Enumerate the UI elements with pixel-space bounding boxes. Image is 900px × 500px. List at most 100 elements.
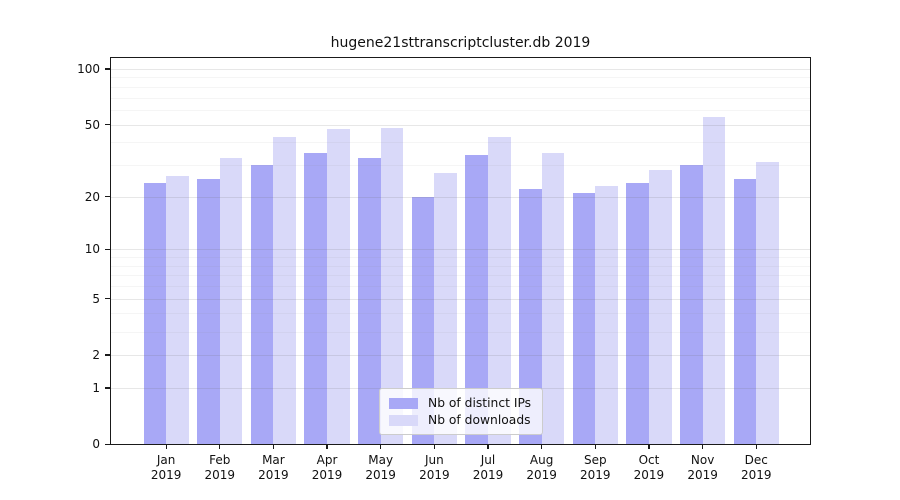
y-tick-label: 10 [84, 242, 100, 257]
gridline-minor-60 [110, 109, 811, 111]
y-tick-mark [105, 298, 110, 300]
bar-downloads-jan [166, 176, 189, 445]
gridline-minor-80 [110, 86, 811, 88]
x-tick-label: Oct 2019 [619, 453, 679, 483]
y-tick-mark [105, 196, 110, 198]
bar-downloads-feb [219, 157, 243, 445]
x-tick-year: 2019 [365, 468, 396, 482]
legend-label-downloads: Nb of downloads [428, 413, 531, 427]
x-tick-year: 2019 [150, 468, 182, 482]
x-tick-mark [755, 444, 757, 450]
y-tick-mark [105, 387, 110, 389]
bar-downloads-mar [273, 136, 296, 445]
x-tick-label: Nov 2019 [673, 453, 733, 483]
x-tick-label: Dec 2019 [726, 453, 786, 483]
x-tick-mark [272, 444, 274, 450]
x-tick-year: 2019 [687, 468, 718, 482]
x-tick-mark [165, 444, 167, 450]
x-tick-year: 2019 [258, 468, 289, 482]
y-tick-label: 5 [92, 291, 100, 306]
x-tick-label: Mar 2019 [243, 453, 303, 483]
gridline-major-10 [110, 249, 811, 251]
x-tick-label: Sep 2019 [565, 453, 625, 483]
gridline-minor-40 [110, 142, 811, 144]
gridline-major-20 [110, 196, 811, 198]
x-tick-label: Apr 2019 [297, 453, 357, 483]
gridline-minor-3 [110, 331, 811, 333]
x-tick-mark [702, 444, 704, 450]
gridline-minor-4 [110, 313, 811, 315]
bar-distinct-ips-jun [411, 196, 435, 445]
bar-distinct-ips-feb [197, 179, 220, 445]
y-tick-label: 1 [92, 381, 100, 395]
y-tick-mark [105, 248, 110, 250]
y-tick-label: 100 [77, 61, 100, 76]
bar-distinct-ips-jan [143, 182, 167, 445]
x-tick-label: Jan 2019 [136, 453, 196, 483]
x-tick-mark [487, 444, 489, 450]
x-tick-mark [648, 444, 650, 450]
x-tick-year: 2019 [419, 468, 450, 482]
x-tick-year: 2019 [740, 468, 772, 482]
x-tick-label: Jun 2019 [404, 453, 464, 483]
bar-distinct-ips-dec [733, 179, 757, 445]
gridline-minor-9 [110, 257, 811, 259]
x-tick-mark [433, 444, 435, 450]
gridline-major-2 [110, 355, 811, 357]
bar-distinct-ips-mar [250, 165, 274, 445]
bar-distinct-ips-apr [304, 152, 328, 445]
legend-swatch-distinct-ips [389, 397, 418, 409]
gridline-minor-8 [110, 265, 811, 267]
x-tick-year: 2019 [526, 468, 557, 482]
bar-distinct-ips-oct [626, 182, 649, 445]
bar-downloads-dec [756, 162, 779, 445]
gridline-minor-6 [110, 286, 811, 288]
x-tick-mark [219, 444, 221, 450]
legend-item-distinct-ips: Nb of distinct IPs [389, 396, 533, 410]
bar-downloads-aug [541, 152, 565, 445]
bar-downloads-may [380, 127, 404, 445]
legend-item-downloads: Nb of downloads [389, 413, 533, 427]
y-tick-mark [105, 68, 110, 70]
bar-downloads-sep [595, 185, 618, 445]
bar-downloads-nov [702, 116, 726, 445]
gridline-major-5 [110, 298, 811, 300]
x-tick-year: 2019 [580, 468, 611, 482]
x-tick-year: 2019 [633, 468, 665, 482]
bar-downloads-apr [327, 129, 350, 445]
gridline-minor-30 [110, 165, 811, 167]
x-tick-mark [594, 444, 596, 450]
x-tick-label: Jul 2019 [458, 453, 518, 483]
x-tick-label: Aug 2019 [512, 453, 572, 483]
y-tick-label: 20 [84, 189, 100, 204]
x-tick-label: May 2019 [351, 453, 411, 483]
gridline-minor-90 [110, 77, 811, 79]
y-tick-label: 0 [92, 437, 100, 452]
x-tick-label: Feb 2019 [190, 453, 250, 483]
gridline-major-100 [110, 68, 811, 70]
gridline-minor-7 [110, 275, 811, 277]
bar-downloads-oct [648, 170, 672, 445]
x-tick-mark [541, 444, 543, 450]
chart-title: hugene21sttranscriptcluster.db 2019 [330, 35, 591, 51]
bar-distinct-ips-jul [465, 155, 488, 445]
y-tick-label: 2 [92, 348, 100, 363]
legend-label-distinct-ips: Nb of distinct IPs [428, 396, 532, 410]
x-tick-year: 2019 [472, 468, 504, 482]
bar-distinct-ips-aug [519, 189, 542, 445]
y-tick-label: 50 [84, 117, 100, 132]
y-tick-mark [105, 354, 110, 356]
legend: Nb of distinct IPs Nb of downloads [379, 388, 543, 435]
bar-distinct-ips-nov [680, 165, 703, 445]
bar-downloads-jul [488, 136, 511, 445]
y-tick-mark [105, 123, 110, 126]
x-tick-mark [380, 444, 382, 450]
gridline-minor-70 [110, 97, 811, 99]
gridline-major-50 [110, 124, 811, 126]
bar-distinct-ips-may [358, 157, 381, 445]
x-tick-year: 2019 [311, 468, 343, 482]
x-tick-year: 2019 [204, 468, 236, 482]
bar-downloads-jun [434, 173, 457, 445]
legend-swatch-downloads [389, 414, 418, 426]
